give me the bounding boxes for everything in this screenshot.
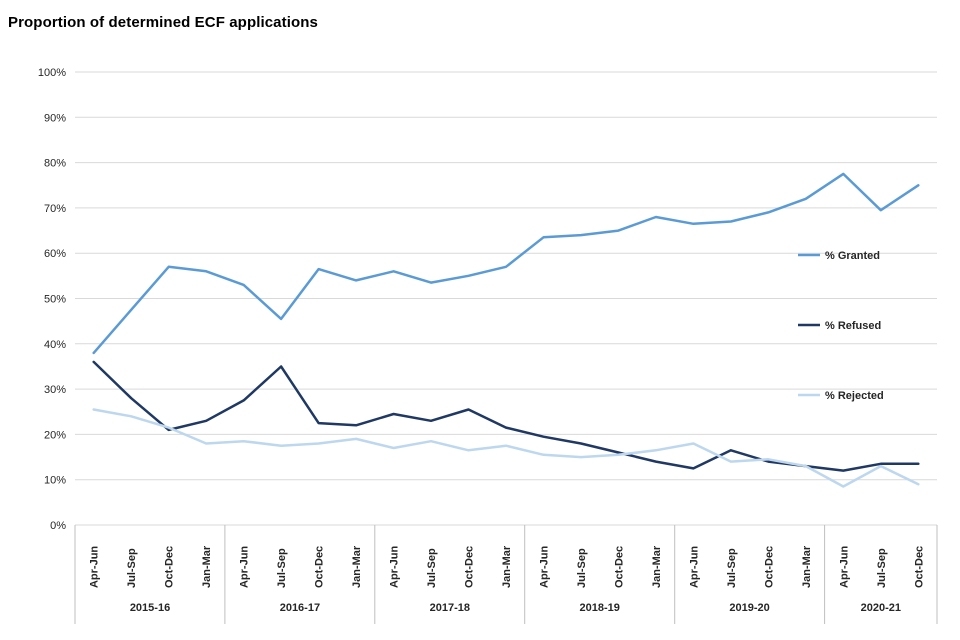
y-axis-tick-label: 90% — [44, 112, 66, 124]
series-line-refused — [92, 360, 920, 472]
x-axis-tick-label: Jul-Sep — [126, 548, 138, 588]
y-axis-tick-label: 80% — [44, 158, 66, 170]
y-axis-tick-label: 20% — [44, 429, 66, 441]
x-axis-tick-label: Oct-Dec — [464, 546, 476, 588]
x-axis-tick-label: Oct-Dec — [913, 546, 925, 588]
y-axis-tick-label: 60% — [44, 248, 66, 260]
x-axis-tick-label: Oct-Dec — [613, 546, 625, 588]
x-axis-tick-label: Apr-Jun — [239, 546, 251, 588]
x-axis-tick-label: Oct-Dec — [164, 546, 176, 588]
y-axis-tick-label: 10% — [44, 475, 66, 487]
year-group-label: 2015-16 — [130, 602, 170, 614]
x-axis-tick-label: Oct-Dec — [314, 546, 326, 588]
x-axis-tick-label: Jan-Mar — [351, 545, 363, 588]
chart-title: Proportion of determined ECF application… — [8, 14, 318, 31]
x-axis-tick-label: Jan-Mar — [651, 545, 663, 588]
x-axis-tick-label: Jan-Mar — [501, 545, 513, 588]
x-axis-tick-label: Oct-Dec — [763, 546, 775, 588]
legend-label-rejected: % Rejected — [825, 390, 884, 402]
x-axis-tick-label: Apr-Jun — [89, 546, 101, 588]
x-axis-tick-label: Apr-Jun — [539, 546, 551, 588]
x-axis-tick-label: Jul-Sep — [576, 548, 588, 588]
x-axis-tick-label: Apr-Jun — [688, 546, 700, 588]
y-axis-tick-label: 30% — [44, 384, 66, 396]
x-axis-tick-label: Jul-Sep — [726, 548, 738, 588]
year-group-label: 2017-18 — [430, 602, 470, 614]
x-axis-tick-label: Jul-Sep — [276, 548, 288, 588]
y-axis-tick-label: 0% — [50, 520, 66, 532]
y-axis-tick-label: 40% — [44, 339, 66, 351]
y-axis-tick-label: 100% — [38, 67, 66, 79]
x-axis-tick-label: Jul-Sep — [876, 548, 888, 588]
x-axis-tick-label: Jan-Mar — [201, 545, 213, 588]
legend-label-granted: % Granted — [825, 250, 880, 262]
x-axis-tick-label: Apr-Jun — [389, 546, 401, 588]
year-group-label: 2016-17 — [280, 602, 320, 614]
year-group-label: 2019-20 — [729, 602, 769, 614]
y-axis-tick-label: 70% — [44, 203, 66, 215]
x-axis-tick-label: Apr-Jun — [838, 546, 850, 588]
y-axis-tick-label: 50% — [44, 294, 66, 306]
year-group-label: 2020-21 — [861, 602, 901, 614]
series-line-granted — [92, 172, 920, 355]
series-line-rejected — [92, 408, 920, 488]
year-group-label: 2018-19 — [580, 602, 620, 614]
legend-label-refused: % Refused — [825, 320, 881, 332]
x-axis-tick-label: Jan-Mar — [801, 545, 813, 588]
x-axis-tick-label: Jul-Sep — [426, 548, 438, 588]
